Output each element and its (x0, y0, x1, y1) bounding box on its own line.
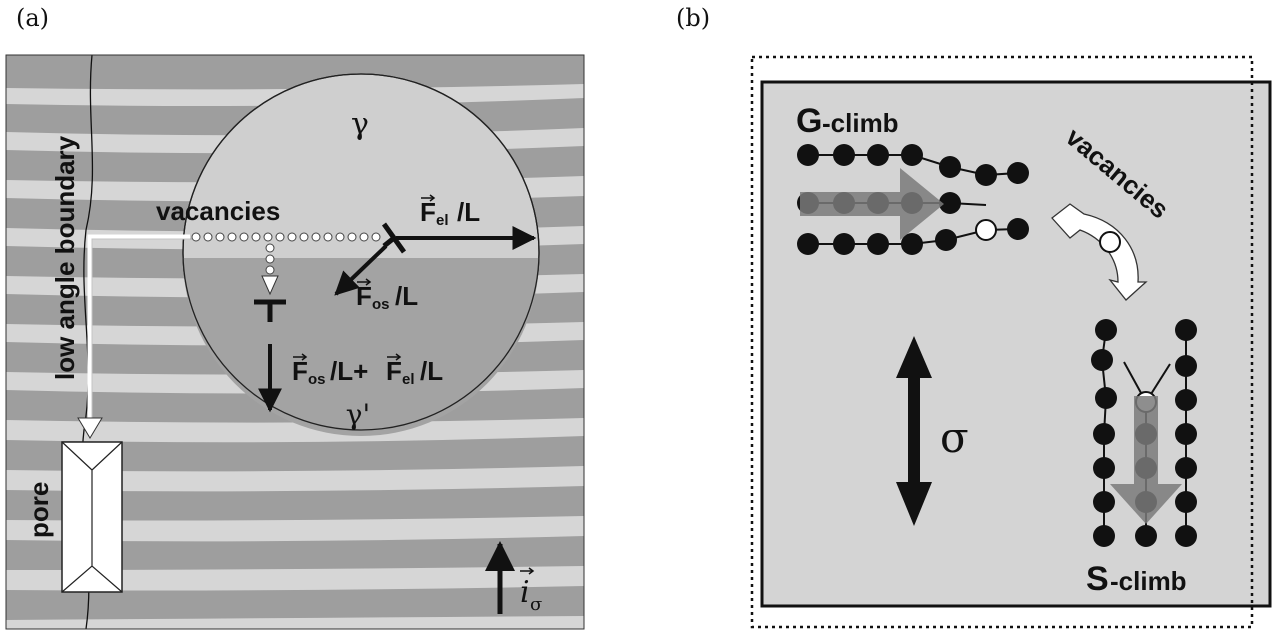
svg-text:el: el (436, 212, 449, 229)
pore (61, 441, 123, 593)
f-el-label: F el /L (420, 194, 480, 229)
gamma-label: γ (351, 107, 369, 142)
f-os-label: F os /L (356, 278, 418, 313)
panel-b-dotted-box (750, 55, 1254, 629)
low-angle-boundary-label: low angle boundary (50, 135, 80, 380)
panel-a-label: (a) (16, 4, 50, 32)
dislocation-lower (254, 299, 286, 322)
vacancy-down-arrowhead (261, 275, 279, 296)
g-climb-label: G -climb (796, 102, 899, 140)
g-climb-direction-arrow (800, 168, 944, 240)
vacancy-dots (191, 232, 381, 275)
svg-text:/L+: /L+ (330, 356, 368, 386)
f-sum-label: F os /L+ F el /L (292, 353, 443, 388)
svg-text:σ: σ (530, 594, 542, 615)
panel-b: G -climb vacancies σ (750, 55, 1272, 629)
svg-text:G: G (796, 102, 822, 140)
svg-text:F: F (356, 281, 372, 311)
svg-text:/L: /L (395, 281, 418, 311)
sigma-label: σ (940, 413, 969, 462)
svg-text:i: i (520, 575, 530, 610)
pore-arrowhead (77, 417, 103, 439)
s-climb-direction-arrow (1110, 396, 1182, 524)
svg-text:S: S (1086, 560, 1109, 598)
svg-text:/L: /L (420, 356, 443, 386)
gamma-prime-label: γ' (346, 398, 370, 431)
svg-text:/L: /L (457, 197, 480, 227)
dislocation-upper (381, 222, 407, 254)
s-climb-label: S -climb (1086, 560, 1187, 598)
pore-label: pore (24, 482, 54, 538)
svg-text:-climb: -climb (1110, 566, 1187, 596)
sigma-double-arrow (896, 336, 932, 526)
svg-text:el: el (402, 371, 415, 388)
svg-text:os: os (372, 296, 390, 313)
svg-text:F: F (292, 356, 308, 386)
vacancies-label: vacancies (156, 196, 280, 226)
panel-a: γ γ' vacancies F el / (5, 54, 585, 630)
transfer-vacancy (1099, 231, 1121, 253)
g-climb-vacancy (975, 219, 997, 241)
svg-text:F: F (420, 197, 436, 227)
svg-text:-climb: -climb (822, 108, 899, 138)
svg-text:os: os (308, 371, 326, 388)
f-os-arrow (334, 244, 388, 296)
panel-b-label: (b) (676, 4, 711, 32)
vacancy-transfer-arrow (1051, 203, 1148, 301)
vacancy-path-to-pore (87, 234, 190, 420)
svg-text:F: F (386, 356, 402, 386)
i-sigma-label: i σ (520, 567, 542, 615)
